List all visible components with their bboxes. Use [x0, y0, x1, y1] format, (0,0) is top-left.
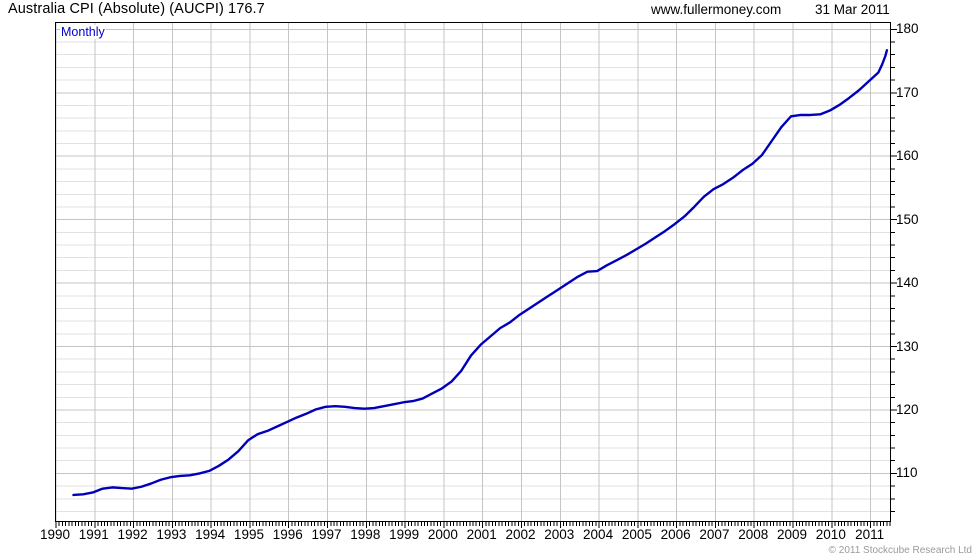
- x-axis-tick-label: 1993: [156, 527, 187, 542]
- x-axis-tick-label: 1997: [311, 527, 342, 542]
- x-axis-tick-label: 2001: [466, 527, 497, 542]
- plot-area: Monthly: [55, 22, 891, 522]
- y-axis-labels: 110 120 130 140 150 160 170 180: [896, 22, 976, 522]
- chart-header: Australia CPI (Absolute) (AUCPI) 176.7 w…: [0, 0, 980, 22]
- x-axis-tick-label: 1991: [78, 527, 109, 542]
- x-axis-tick-label: 2008: [738, 527, 769, 542]
- x-axis-tick-label: 1994: [195, 527, 226, 542]
- x-axis-tick-label: 1992: [117, 527, 148, 542]
- y-axis-tick-label: 120: [896, 401, 919, 417]
- x-axis-ticks: [55, 522, 891, 528]
- chart-gridlines: [56, 23, 890, 521]
- x-axis-tick-label: 1995: [233, 527, 264, 542]
- x-axis-tick-label: 1999: [389, 527, 420, 542]
- copyright-label: © 2011 Stockcube Research Ltd: [828, 545, 972, 556]
- x-axis-tick-label: 2004: [583, 527, 614, 542]
- y-axis-tick-label: 110: [896, 465, 918, 481]
- x-axis-tick-label: 2011: [855, 527, 885, 542]
- page-title: Australia CPI (Absolute) (AUCPI) 176.7: [8, 1, 265, 17]
- series-line-aucpi: [72, 49, 889, 497]
- y-axis-ticks: [891, 28, 897, 512]
- y-axis-tick-label: 180: [896, 21, 919, 37]
- y-axis-tick-label: 130: [896, 338, 919, 354]
- legend-monthly: Monthly: [60, 25, 106, 39]
- y-axis-tick-label: 140: [896, 275, 919, 291]
- chart-date-label: 31 Mar 2011: [815, 2, 890, 17]
- x-axis-tick-label: 2007: [699, 527, 730, 542]
- y-axis-tick-label: 170: [896, 84, 919, 100]
- x-axis-tick-label: 2003: [544, 527, 575, 542]
- x-axis-tick-label: 1998: [350, 527, 381, 542]
- x-axis-tick-label: 2005: [621, 527, 652, 542]
- x-axis-tick-label: 1996: [272, 527, 303, 542]
- x-axis-tick-label: 2010: [815, 527, 846, 542]
- x-axis-labels: 1990 1991 1992 1993 1994 1995 1996 1997 1998 1999…: [0, 527, 980, 547]
- y-axis-tick-label: 160: [896, 148, 919, 164]
- x-axis-tick-label: 2000: [427, 527, 458, 542]
- y-axis-tick-label: 150: [896, 211, 919, 227]
- x-axis-tick-label: 1990: [39, 527, 71, 542]
- x-axis-tick-label: 2002: [505, 527, 536, 542]
- x-axis-tick-label: 2009: [776, 527, 808, 542]
- source-website-label: www.fullermoney.com: [651, 2, 782, 17]
- x-axis-tick-label: 2006: [660, 527, 691, 542]
